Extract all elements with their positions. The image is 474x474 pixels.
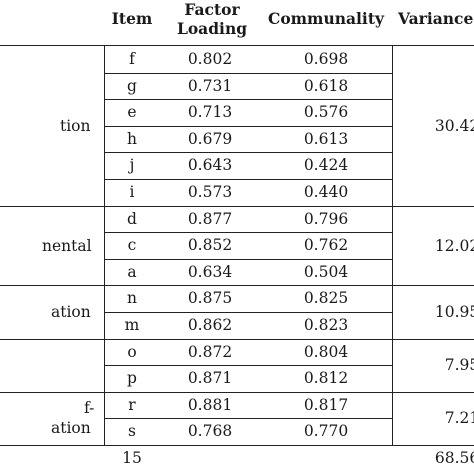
- row-communality: 0.762: [303, 236, 349, 255]
- row-communality: 0.424: [303, 156, 349, 175]
- row-communality: 0.618: [303, 76, 349, 95]
- row-factor-loading: 0.881: [187, 395, 233, 414]
- row-rule: [104, 259, 392, 260]
- header-factor-loading: Factor Loading: [160, 0, 264, 38]
- row-rule: [104, 365, 392, 366]
- header-item: Item: [111, 9, 153, 28]
- row-item: i: [129, 183, 135, 201]
- row-rule: [104, 232, 392, 233]
- row-factor-loading: 0.872: [187, 342, 233, 361]
- row-item: m: [124, 316, 140, 334]
- row-item: n: [127, 289, 137, 308]
- row-factor-loading: 0.862: [187, 316, 233, 334]
- row-factor-loading: 0.852: [187, 236, 233, 255]
- row-rule: [104, 73, 392, 74]
- row-rule: [104, 126, 392, 127]
- row-rule: [104, 152, 392, 153]
- total-item: 15: [122, 449, 142, 467]
- row-factor-loading: 0.731: [187, 76, 233, 95]
- row-rule: [104, 312, 392, 313]
- header-variance: Variance: [398, 9, 474, 28]
- row-item: s: [128, 422, 136, 441]
- row-communality: 0.825: [303, 289, 349, 308]
- row-factor-loading: 0.871: [187, 369, 233, 388]
- group-variance: 30.42%: [434, 116, 474, 135]
- total-variance: 68.56%: [434, 449, 474, 467]
- group-rule: [0, 339, 474, 340]
- row-item: a: [127, 262, 137, 281]
- group-rule: [0, 445, 474, 446]
- row-factor-loading: 0.768: [187, 422, 233, 441]
- row-communality: 0.817: [303, 395, 349, 414]
- header-communality: Communality: [267, 9, 384, 28]
- row-factor-loading: 0.573: [187, 183, 233, 201]
- row-factor-loading: 0.713: [187, 103, 233, 122]
- row-item: h: [127, 129, 137, 148]
- rule-variance-left: [392, 46, 393, 445]
- rule-item-left: [104, 46, 105, 445]
- row-communality: 0.796: [303, 209, 349, 228]
- group-rule: [0, 392, 474, 393]
- group-label: tion: [60, 116, 91, 135]
- row-item: j: [129, 156, 135, 175]
- row-item: c: [127, 236, 137, 255]
- row-factor-loading: 0.679: [187, 129, 233, 148]
- row-factor-loading: 0.877: [187, 209, 233, 228]
- group-rule: [0, 206, 474, 207]
- row-rule: [104, 99, 392, 100]
- header-factor-loading-line2: Loading: [176, 19, 248, 38]
- group-label: nental: [42, 236, 92, 255]
- header-rule: [0, 45, 474, 46]
- row-communality: 0.440: [303, 183, 349, 201]
- row-rule: [104, 418, 392, 419]
- row-factor-loading: 0.643: [187, 156, 233, 175]
- header-factor-loading-line1: Factor: [184, 0, 240, 19]
- row-communality: 0.613: [303, 129, 349, 148]
- row-item: d: [127, 209, 137, 228]
- group-variance: 12.02%: [434, 236, 474, 255]
- group-label: ation: [51, 303, 91, 321]
- row-factor-loading: 0.875: [187, 289, 233, 308]
- row-communality: 0.504: [303, 262, 349, 281]
- row-item: e: [127, 103, 137, 122]
- row-item: o: [127, 342, 137, 361]
- group-variance: 7.21%: [444, 409, 474, 428]
- row-item: f: [129, 50, 135, 68]
- row-item: g: [127, 76, 137, 95]
- row-communality: 0.576: [303, 103, 349, 122]
- group-label: ation: [51, 419, 91, 438]
- group-label: f-: [84, 399, 95, 418]
- row-item: r: [128, 395, 136, 414]
- row-factor-loading: 0.634: [187, 262, 233, 281]
- group-variance: 7.95%: [444, 356, 474, 375]
- group-rule: [0, 285, 474, 286]
- row-factor-loading: 0.802: [187, 50, 233, 68]
- group-variance: 10.95%: [434, 303, 474, 321]
- row-communality: 0.812: [303, 369, 349, 388]
- row-item: p: [127, 369, 137, 388]
- row-communality: 0.804: [303, 342, 349, 361]
- row-rule: [104, 179, 392, 180]
- row-communality: 0.823: [303, 316, 349, 334]
- row-communality: 0.698: [303, 50, 349, 68]
- row-communality: 0.770: [303, 422, 349, 441]
